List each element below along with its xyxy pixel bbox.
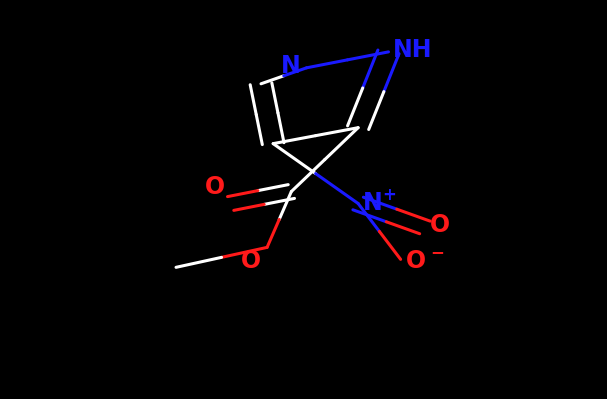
Text: NH: NH bbox=[393, 38, 433, 62]
Text: N: N bbox=[280, 54, 300, 78]
Text: O: O bbox=[205, 176, 225, 200]
Text: −: − bbox=[430, 243, 444, 261]
Text: N: N bbox=[363, 192, 383, 215]
Text: O: O bbox=[405, 249, 426, 273]
Text: +: + bbox=[382, 186, 396, 204]
Text: O: O bbox=[430, 213, 450, 237]
Text: O: O bbox=[241, 249, 261, 273]
